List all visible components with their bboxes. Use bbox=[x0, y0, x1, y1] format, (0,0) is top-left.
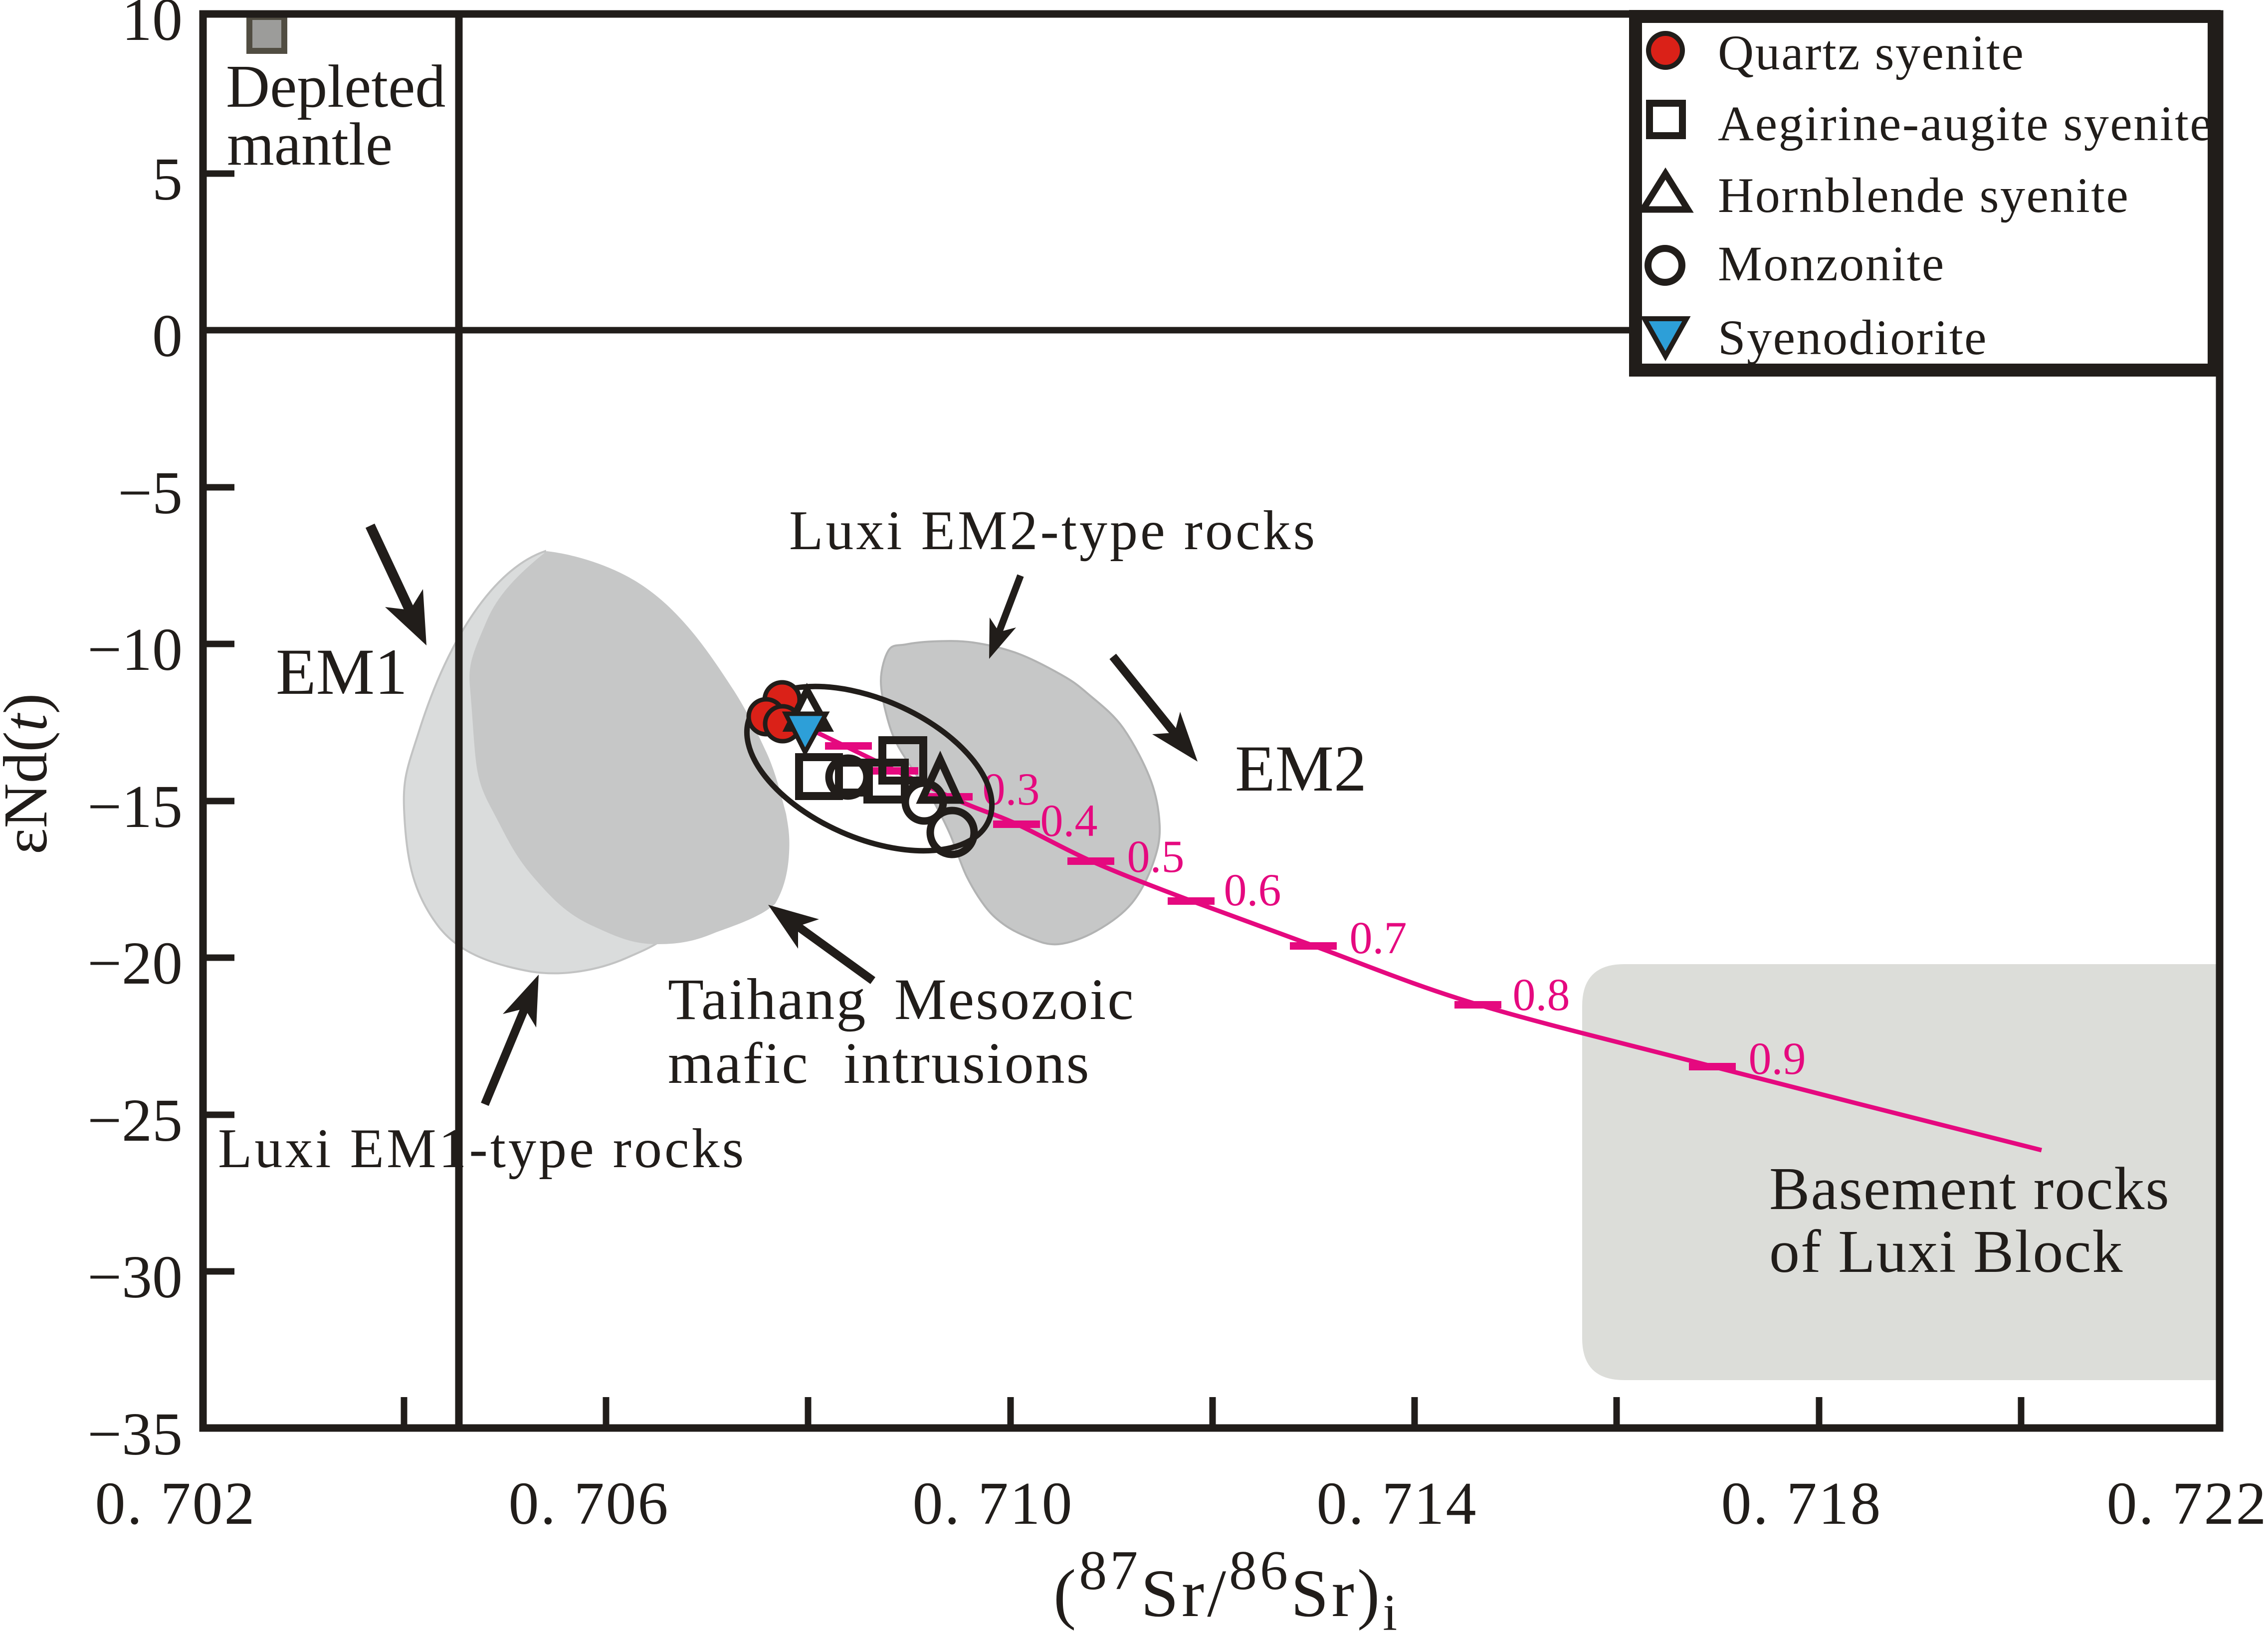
svg-text:Depleted: Depleted bbox=[226, 53, 445, 120]
svg-text:Quartz syenite: Quartz syenite bbox=[1718, 25, 2025, 80]
svg-text:−10: −10 bbox=[87, 616, 183, 683]
svg-text:0. 702: 0. 702 bbox=[95, 1470, 256, 1537]
svg-text:0. 718: 0. 718 bbox=[1721, 1470, 1882, 1537]
svg-text:0.4: 0.4 bbox=[1040, 795, 1098, 846]
svg-text:Hornblende syenite: Hornblende syenite bbox=[1718, 168, 2129, 223]
svg-text:5: 5 bbox=[152, 146, 183, 213]
svg-text:of Luxi Block: of Luxi Block bbox=[1769, 1218, 2123, 1285]
svg-text:mafic intrusions: mafic intrusions bbox=[668, 1030, 1091, 1096]
svg-text:−5: −5 bbox=[118, 459, 183, 527]
svg-text:0. 706: 0. 706 bbox=[509, 1470, 670, 1537]
svg-text:0.7: 0.7 bbox=[1350, 912, 1407, 963]
svg-text:Basement rocks: Basement rocks bbox=[1769, 1155, 2170, 1223]
svg-text:−35: −35 bbox=[87, 1401, 183, 1468]
svg-text:0. 710: 0. 710 bbox=[913, 1470, 1074, 1537]
svg-text:mantle: mantle bbox=[227, 111, 393, 178]
svg-text:−25: −25 bbox=[87, 1087, 183, 1154]
svg-text:0.5: 0.5 bbox=[1127, 831, 1185, 882]
svg-text:EM2: EM2 bbox=[1235, 732, 1367, 805]
svg-text:EM1: EM1 bbox=[276, 635, 408, 708]
svg-text:0.9: 0.9 bbox=[1749, 1033, 1806, 1084]
svg-text:Monzonite: Monzonite bbox=[1718, 236, 1945, 291]
svg-text:εNd(t): εNd(t) bbox=[0, 693, 60, 854]
svg-text:Luxi EM2-type rocks: Luxi EM2-type rocks bbox=[789, 500, 1317, 562]
svg-text:0. 722: 0. 722 bbox=[2107, 1470, 2268, 1537]
svg-text:0.8: 0.8 bbox=[1513, 969, 1570, 1020]
svg-text:Syenodiorite: Syenodiorite bbox=[1718, 310, 1988, 365]
svg-text:−15: −15 bbox=[87, 773, 183, 840]
svg-text:−20: −20 bbox=[87, 930, 183, 997]
svg-text:10: 10 bbox=[122, 0, 183, 53]
svg-text:−30: −30 bbox=[87, 1243, 183, 1311]
svg-text:0. 714: 0. 714 bbox=[1317, 1470, 1478, 1537]
svg-text:0.6: 0.6 bbox=[1224, 864, 1281, 915]
svg-text:Taihang Mesozoic: Taihang Mesozoic bbox=[668, 967, 1135, 1032]
svg-text:Luxi EM1-type rocks: Luxi EM1-type rocks bbox=[218, 1118, 746, 1180]
svg-text:Aegirine-augite syenite: Aegirine-augite syenite bbox=[1718, 96, 2213, 151]
svg-text:0: 0 bbox=[152, 302, 183, 370]
